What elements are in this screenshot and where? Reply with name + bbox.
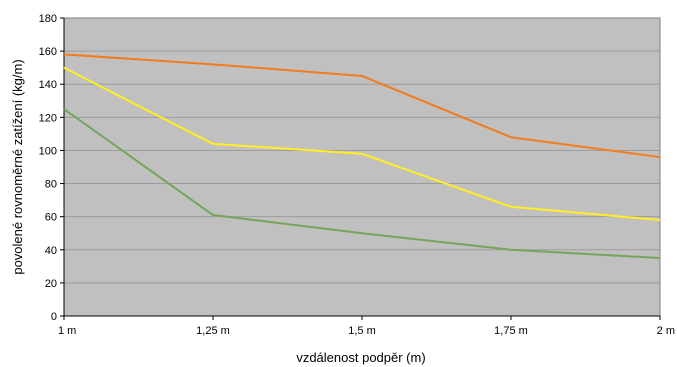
x-tick-label: 1 m [58, 325, 76, 337]
y-tick-label: 140 [39, 79, 57, 91]
y-tick-label: 20 [45, 278, 57, 290]
series-lines [63, 53, 661, 260]
y-tick-label: 40 [45, 245, 57, 257]
y-tick-labels: 0 20 40 60 80 100 120 140 160 180 [39, 13, 64, 323]
y-tick-label: 80 [45, 179, 57, 191]
y-tick-label: 100 [39, 145, 57, 157]
y-axis-title: povolené rovnoměrné zatížení (kg/m) [10, 59, 25, 274]
plot-area [64, 18, 660, 316]
y-tick-label: 180 [39, 13, 57, 25]
x-tick-label: 2 m [657, 325, 675, 337]
x-axis-title: vzdálenost podpěr (m) [296, 350, 425, 365]
y-tick-label: 0 [51, 311, 57, 323]
y-tick-label: 160 [39, 46, 57, 58]
x-tick-labels: 1 m 1,25 m 1,5 m 1,75 m 2 m [58, 316, 675, 337]
x-tick-label: 1,75 m [494, 325, 528, 337]
series-line-3 [63, 108, 661, 260]
series-line-2 [63, 66, 661, 221]
series-line-1 [63, 53, 661, 159]
x-tick-label: 1,25 m [196, 325, 230, 337]
x-tick-label: 1,5 m [348, 325, 376, 337]
y-tick-label: 120 [39, 112, 57, 124]
y-tick-label: 60 [45, 212, 57, 224]
